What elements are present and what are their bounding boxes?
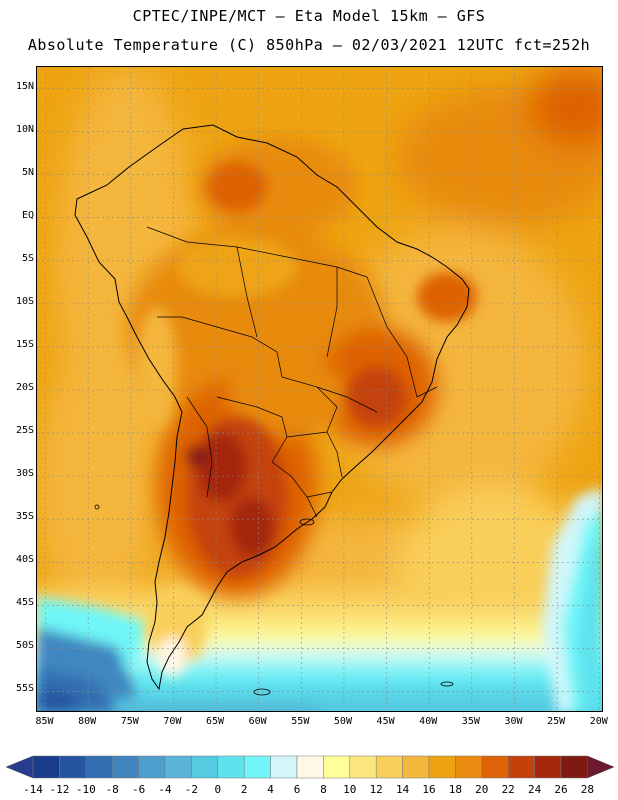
lat-label: 15N xyxy=(15,80,34,92)
colorbar-tick-label: 12 xyxy=(369,783,383,796)
temperature-map xyxy=(36,66,603,712)
lon-label: 55W xyxy=(291,716,310,727)
colorbar-segment xyxy=(560,755,588,779)
colorbar-segment xyxy=(111,755,139,779)
colorbar-segment xyxy=(349,755,377,779)
lat-label: 45S xyxy=(15,597,34,609)
colorbar-tick-label: 26 xyxy=(554,783,568,796)
lat-label: 55S xyxy=(15,683,34,695)
colorbar-segment xyxy=(85,755,113,779)
colorbar-tick-label: -6 xyxy=(131,783,146,796)
colorbar-tick-label: 16 xyxy=(422,783,436,796)
coastline xyxy=(74,124,470,691)
colorbar-segment xyxy=(428,755,456,779)
lon-label: 25W xyxy=(547,716,566,727)
lon-label: 45W xyxy=(376,716,395,727)
lon-label: 75W xyxy=(120,716,139,727)
colorbar-tick-label: 2 xyxy=(240,783,248,796)
colorbar-segment xyxy=(402,755,430,779)
colorbar-segment xyxy=(455,755,483,779)
lat-label: 30S xyxy=(15,468,34,480)
lon-label: 65W xyxy=(206,716,225,727)
colorbar-tick-label: 14 xyxy=(395,783,410,796)
colorbar-tick-label: 8 xyxy=(320,783,327,796)
colorbar-tick-label: 22 xyxy=(501,783,515,796)
colorbar-tick-label: -14 xyxy=(23,783,43,796)
colorbar-segment xyxy=(481,755,509,779)
colorbar-segment xyxy=(32,755,60,779)
colorbar-segment xyxy=(164,755,192,779)
lat-label: 5N xyxy=(21,166,34,178)
lon-label: 40W xyxy=(419,716,438,727)
colorbar-segment xyxy=(375,755,403,779)
map-title-line1: CPTEC/INPE/MCT – Eta Model 15km – GFS xyxy=(132,7,486,25)
colorbar-tick-label: -8 xyxy=(105,783,119,796)
colorbar-segment xyxy=(191,755,219,779)
colorbar-segment xyxy=(296,755,324,779)
colorbar-tick-label: -4 xyxy=(158,783,172,796)
lat-label: EQ xyxy=(21,209,34,221)
colorbar-tick-label: 4 xyxy=(267,783,274,796)
lat-label: 50S xyxy=(15,640,34,652)
map-title-line2: Absolute Temperature (C) 850hPa – 02/03/… xyxy=(27,36,591,54)
country-borders xyxy=(146,226,438,518)
colorbar-tick-label: -10 xyxy=(75,783,96,796)
lat-label: 10S xyxy=(15,295,34,307)
colorbar-tick-label: -12 xyxy=(49,783,70,796)
temperature-field xyxy=(37,67,602,711)
colorbar-segment xyxy=(243,755,271,779)
colorbar-segment xyxy=(534,755,562,779)
colorbar-segment xyxy=(270,755,298,779)
colorbar xyxy=(5,755,615,779)
colorbar-tick-label: -2 xyxy=(184,783,199,796)
colorbar-segment xyxy=(507,755,535,779)
lon-label: 30W xyxy=(504,716,523,727)
colorbar-tick-label: 6 xyxy=(293,783,301,796)
colorbar-segment xyxy=(138,755,166,779)
lat-label: 5S xyxy=(21,252,34,264)
lon-label: 35W xyxy=(461,716,480,727)
colorbar-tick-label: 10 xyxy=(343,783,357,796)
lon-label: 85W xyxy=(35,716,54,727)
lat-label: 10N xyxy=(15,123,34,135)
lat-label: 40S xyxy=(15,554,34,566)
colorbar-tick-label: 24 xyxy=(527,783,542,796)
colorbar-over-arrow xyxy=(587,755,615,779)
lat-label: 15S xyxy=(15,338,34,350)
colorbar-segment xyxy=(217,755,245,779)
lon-label: 80W xyxy=(78,716,97,727)
lon-label: 70W xyxy=(163,716,182,727)
lat-label: 25S xyxy=(15,425,34,437)
lon-label: 20W xyxy=(589,716,608,727)
colorbar-tick-label: 20 xyxy=(475,783,489,796)
colorbar-under-arrow xyxy=(5,755,34,779)
lat-label: 20S xyxy=(15,382,34,393)
islands xyxy=(94,504,454,696)
lon-label: 60W xyxy=(248,716,267,727)
lon-label: 50W xyxy=(333,716,352,727)
colorbar-tick-label: 28 xyxy=(580,783,595,796)
colorbar-tick-label: 0 xyxy=(214,783,222,796)
colorbar-segment xyxy=(323,755,351,779)
lat-label: 35S xyxy=(15,511,34,523)
colorbar-segment xyxy=(59,755,87,779)
colorbar-tick-label: 18 xyxy=(448,783,463,796)
